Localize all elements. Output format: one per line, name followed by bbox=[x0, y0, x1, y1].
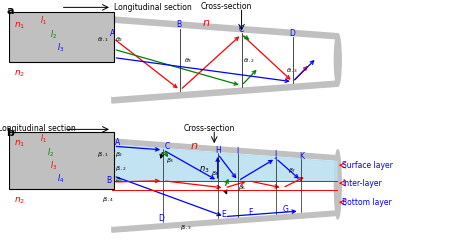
Text: $I_3$: $I_3$ bbox=[57, 41, 64, 54]
Text: $n_2$: $n_2$ bbox=[14, 195, 25, 206]
Polygon shape bbox=[112, 80, 337, 103]
Text: C: C bbox=[165, 142, 170, 151]
Ellipse shape bbox=[334, 34, 341, 86]
Text: Cross-section: Cross-section bbox=[201, 2, 252, 11]
Text: $\theta_{i,3}$: $\theta_{i,3}$ bbox=[286, 67, 298, 75]
Text: $\beta_2$: $\beta_2$ bbox=[115, 150, 124, 159]
Text: $n_1$: $n_1$ bbox=[14, 20, 25, 31]
Text: $I_3$: $I_3$ bbox=[50, 159, 58, 172]
Text: $\beta_{i,2}$: $\beta_{i,2}$ bbox=[115, 165, 127, 173]
Text: $n_1$: $n_1$ bbox=[14, 139, 25, 149]
Text: D: D bbox=[289, 29, 295, 38]
Text: $n$: $n$ bbox=[202, 18, 210, 28]
Text: B: B bbox=[107, 176, 112, 185]
Bar bbox=[9, 132, 114, 189]
Text: D: D bbox=[158, 214, 164, 223]
Ellipse shape bbox=[334, 150, 341, 219]
Polygon shape bbox=[112, 139, 337, 162]
Text: Cross-section: Cross-section bbox=[183, 124, 235, 133]
Text: J: J bbox=[274, 150, 276, 159]
Text: $I_2$: $I_2$ bbox=[47, 147, 54, 159]
Text: $\theta_3$: $\theta_3$ bbox=[183, 56, 191, 65]
Text: A: A bbox=[115, 138, 120, 147]
Text: $\beta_{i,1}$: $\beta_{i,1}$ bbox=[97, 151, 109, 159]
Text: $\beta_6$: $\beta_6$ bbox=[238, 183, 246, 191]
Text: H: H bbox=[215, 146, 221, 155]
Polygon shape bbox=[112, 17, 337, 40]
Text: $\beta_7$: $\beta_7$ bbox=[288, 166, 296, 175]
Text: $I_2$: $I_2$ bbox=[50, 28, 57, 41]
Text: $n_3$: $n_3$ bbox=[199, 164, 210, 175]
Text: Surface layer: Surface layer bbox=[342, 161, 393, 170]
Text: C: C bbox=[238, 25, 243, 34]
Text: Bottom layer: Bottom layer bbox=[342, 198, 392, 207]
Text: $I_4$: $I_4$ bbox=[57, 172, 64, 185]
Text: $\theta_{i,2}$: $\theta_{i,2}$ bbox=[243, 57, 255, 65]
Polygon shape bbox=[112, 209, 337, 232]
Text: E: E bbox=[221, 210, 226, 219]
Text: a: a bbox=[6, 6, 14, 16]
Text: $\beta_5$: $\beta_5$ bbox=[115, 175, 124, 184]
Text: $I_1$: $I_1$ bbox=[40, 14, 47, 27]
Text: b: b bbox=[6, 128, 14, 138]
Text: $\beta_{i,4}$: $\beta_{i,4}$ bbox=[101, 196, 114, 204]
Text: Longitudinal section: Longitudinal section bbox=[114, 3, 191, 12]
Text: F: F bbox=[248, 208, 253, 217]
Text: B: B bbox=[177, 20, 182, 29]
Text: A: A bbox=[110, 29, 115, 38]
Text: K: K bbox=[300, 152, 305, 161]
Text: I: I bbox=[237, 147, 239, 156]
Text: $n$: $n$ bbox=[191, 140, 199, 150]
Text: G: G bbox=[283, 205, 288, 214]
Polygon shape bbox=[112, 145, 337, 226]
Text: Inter-layer: Inter-layer bbox=[342, 179, 382, 188]
Text: $\beta_3$: $\beta_3$ bbox=[166, 156, 175, 165]
Text: $\theta_{i,1}$: $\theta_{i,1}$ bbox=[97, 36, 108, 44]
Text: $\theta_2$: $\theta_2$ bbox=[115, 35, 123, 44]
Text: $n_2$: $n_2$ bbox=[14, 68, 25, 79]
Text: $\beta_4$: $\beta_4$ bbox=[211, 169, 219, 178]
Text: Longitudinal section: Longitudinal section bbox=[0, 124, 76, 133]
Polygon shape bbox=[112, 145, 337, 181]
Polygon shape bbox=[112, 23, 337, 96]
Text: $I_1$: $I_1$ bbox=[40, 133, 47, 145]
Text: $\beta_{i,3}$: $\beta_{i,3}$ bbox=[180, 223, 192, 232]
Bar bbox=[9, 12, 114, 62]
